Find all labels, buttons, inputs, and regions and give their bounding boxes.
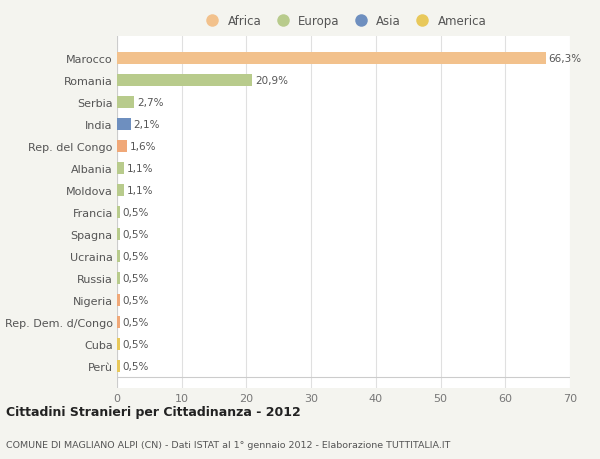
Text: 1,6%: 1,6% [130, 141, 157, 151]
Text: 20,9%: 20,9% [255, 76, 288, 86]
Text: 0,5%: 0,5% [123, 229, 149, 239]
Bar [117, 228, 120, 240]
Text: 2,1%: 2,1% [133, 119, 160, 129]
Text: 0,5%: 0,5% [123, 295, 149, 305]
Text: 0,5%: 0,5% [123, 361, 149, 371]
Text: 1,1%: 1,1% [127, 163, 153, 174]
Bar [117, 140, 127, 152]
Bar [117, 272, 120, 284]
Text: 0,5%: 0,5% [123, 207, 149, 217]
Bar [117, 360, 120, 372]
Bar [117, 75, 252, 87]
Bar [117, 96, 134, 109]
Bar [117, 294, 120, 306]
Text: 0,5%: 0,5% [123, 339, 149, 349]
Bar [117, 185, 124, 196]
Bar [117, 53, 546, 65]
Text: 1,1%: 1,1% [127, 185, 153, 196]
Text: 0,5%: 0,5% [123, 317, 149, 327]
Bar [117, 250, 120, 262]
Bar [117, 118, 131, 130]
Text: Cittadini Stranieri per Cittadinanza - 2012: Cittadini Stranieri per Cittadinanza - 2… [6, 405, 301, 419]
Bar [117, 338, 120, 350]
Bar [117, 316, 120, 328]
Legend: Africa, Europa, Asia, America: Africa, Europa, Asia, America [198, 13, 489, 30]
Bar [117, 162, 124, 174]
Text: 2,7%: 2,7% [137, 98, 164, 107]
Text: 0,5%: 0,5% [123, 273, 149, 283]
Text: 66,3%: 66,3% [548, 54, 582, 64]
Text: 0,5%: 0,5% [123, 251, 149, 261]
Bar [117, 206, 120, 218]
Text: COMUNE DI MAGLIANO ALPI (CN) - Dati ISTAT al 1° gennaio 2012 - Elaborazione TUTT: COMUNE DI MAGLIANO ALPI (CN) - Dati ISTA… [6, 441, 451, 449]
